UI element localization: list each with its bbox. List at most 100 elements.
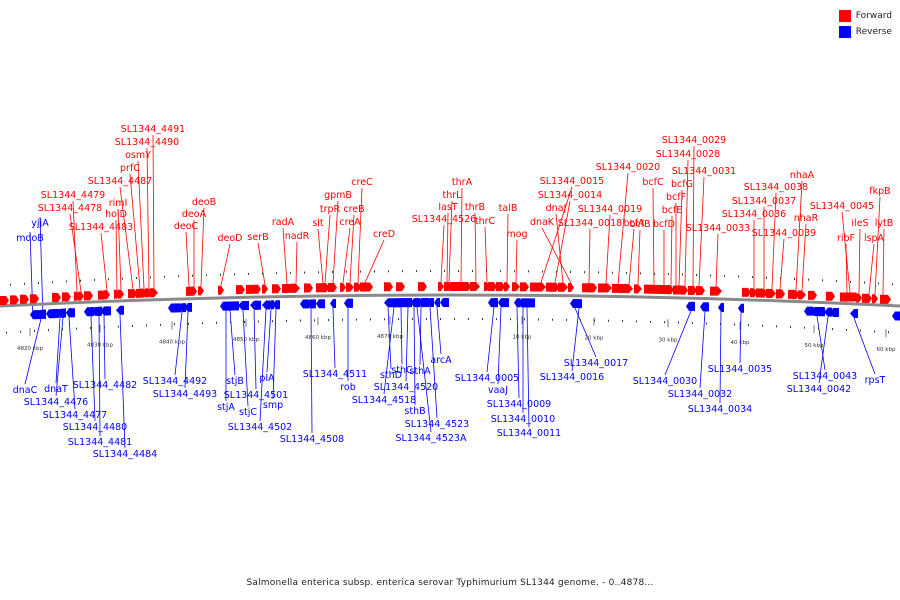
reverse-gene-label: yjjA [31, 218, 49, 229]
minor-tick [356, 318, 357, 321]
forward-leader [200, 207, 205, 287]
forward-leader [771, 192, 777, 290]
minor-tick [888, 331, 889, 334]
forward-gene-arrow [114, 289, 120, 299]
forward-gene-arrow [444, 282, 450, 292]
reverse-leader [55, 317, 64, 397]
reverse-gene-arrow [60, 308, 66, 318]
reverse-leader [266, 309, 272, 373]
forward-leader [858, 228, 861, 294]
forward-gene-label: gpmB [324, 190, 352, 201]
minor-tick [612, 271, 613, 274]
minor-tick [724, 275, 725, 278]
reverse-gene-label: vaaJ [488, 385, 508, 396]
forward-gene-label: lspA [864, 233, 885, 244]
forward-leader [541, 227, 572, 284]
minor-tick [668, 273, 669, 276]
minor-tick [454, 318, 455, 321]
minor-tick [384, 318, 385, 321]
reverse-gene-label: SL1344_4523 [405, 419, 469, 430]
reverse-leader [103, 315, 106, 380]
reverse-gene-label: SL1344_0017 [564, 358, 628, 369]
forward-gene-arrow [252, 284, 261, 294]
scale-tick-label: 50 kbp [805, 343, 824, 349]
minor-tick [748, 324, 749, 327]
forward-leader [146, 147, 150, 289]
forward-gene-label: talB [499, 203, 518, 214]
minor-tick [832, 328, 833, 331]
forward-gene-arrow [496, 282, 505, 292]
reverse-gene-arrow [262, 300, 270, 310]
forward-leader [692, 145, 695, 286]
forward-gene-label: osmY [125, 150, 151, 161]
forward-gene-label: thrA [452, 177, 473, 188]
minor-tick [444, 270, 445, 273]
reverse-leader [571, 308, 580, 372]
reverse-gene-label: SL1344_0043 [793, 371, 857, 382]
reverse-gene-label: SL1344_4520 [374, 382, 438, 393]
forward-gene-arrow [688, 285, 697, 295]
minor-tick [594, 319, 595, 322]
forward-gene-label: SL1344_0019 [578, 204, 642, 215]
minor-tick [468, 318, 469, 321]
scale-tick-label: 4850 kbp [233, 337, 259, 343]
reverse-gene-label: sthC [391, 365, 413, 376]
minor-tick [314, 319, 315, 322]
forward-gene-label: creB [343, 204, 364, 215]
reverse-gene-arrow [440, 298, 449, 308]
minor-tick [300, 319, 301, 322]
forward-leader [332, 200, 339, 284]
forward-leader [652, 187, 655, 285]
reverse-gene-label: SL1344_0010 [491, 414, 555, 425]
minor-tick [346, 270, 347, 273]
forward-gene-label: SL1344_0039 [752, 228, 816, 239]
reverse-gene-arrow [272, 300, 280, 310]
forward-leader [185, 231, 190, 287]
minor-tick [76, 327, 77, 330]
forward-gene-label: nhaA [790, 170, 815, 181]
reverse-gene-label: SL1344_4502 [228, 422, 292, 433]
forward-gene-arrow [826, 291, 835, 301]
forward-gene-label: SL1344_0038 [744, 182, 808, 193]
minor-tick [640, 272, 641, 275]
forward-gene-arrow [322, 283, 328, 293]
forward-gene-label: holD [105, 209, 127, 220]
forward-gene-label: bcfF [666, 192, 686, 203]
forward-gene-arrow [150, 288, 158, 298]
minor-tick [290, 271, 291, 274]
minor-tick [262, 272, 263, 275]
minor-tick [486, 270, 487, 273]
forward-leader [474, 212, 477, 283]
forward-gene-arrow [470, 282, 479, 292]
forward-gene-label: lasT [438, 202, 457, 213]
reverse-leader [853, 317, 876, 375]
reverse-gene-label: SL1344_4480 [63, 422, 127, 433]
minor-tick [864, 281, 865, 284]
reverse-gene-label: mdoB [16, 233, 44, 244]
minor-tick [874, 330, 875, 333]
reverse-leader [29, 231, 34, 320]
minor-tick [416, 270, 417, 273]
forward-gene-label: SL1344_4490 [115, 137, 179, 148]
forward-leader [100, 232, 108, 291]
forward-gene-arrow [634, 284, 642, 294]
forward-gene-arrow [676, 285, 685, 295]
forward-leader [845, 243, 848, 293]
reverse-leader [259, 309, 267, 422]
forward-gene-label: trpR [320, 204, 341, 215]
minor-tick [538, 318, 539, 321]
reverse-gene-label: sthB [404, 406, 425, 417]
scale-tick-label: 10 kbp [513, 334, 532, 340]
forward-leader [484, 226, 488, 283]
scale-tick-label: 4860 kbp [305, 335, 331, 341]
forward-gene-label: lytB [875, 218, 894, 229]
forward-gene-label: creC [351, 177, 373, 188]
minor-tick [654, 272, 655, 275]
forward-gene-arrow [288, 283, 297, 293]
scale-tick-label: 4830 kbp [87, 342, 113, 348]
minor-tick [286, 319, 287, 322]
reverse-leader [332, 307, 336, 369]
forward-gene-label: bcfC [642, 177, 664, 188]
minor-tick [622, 320, 623, 323]
